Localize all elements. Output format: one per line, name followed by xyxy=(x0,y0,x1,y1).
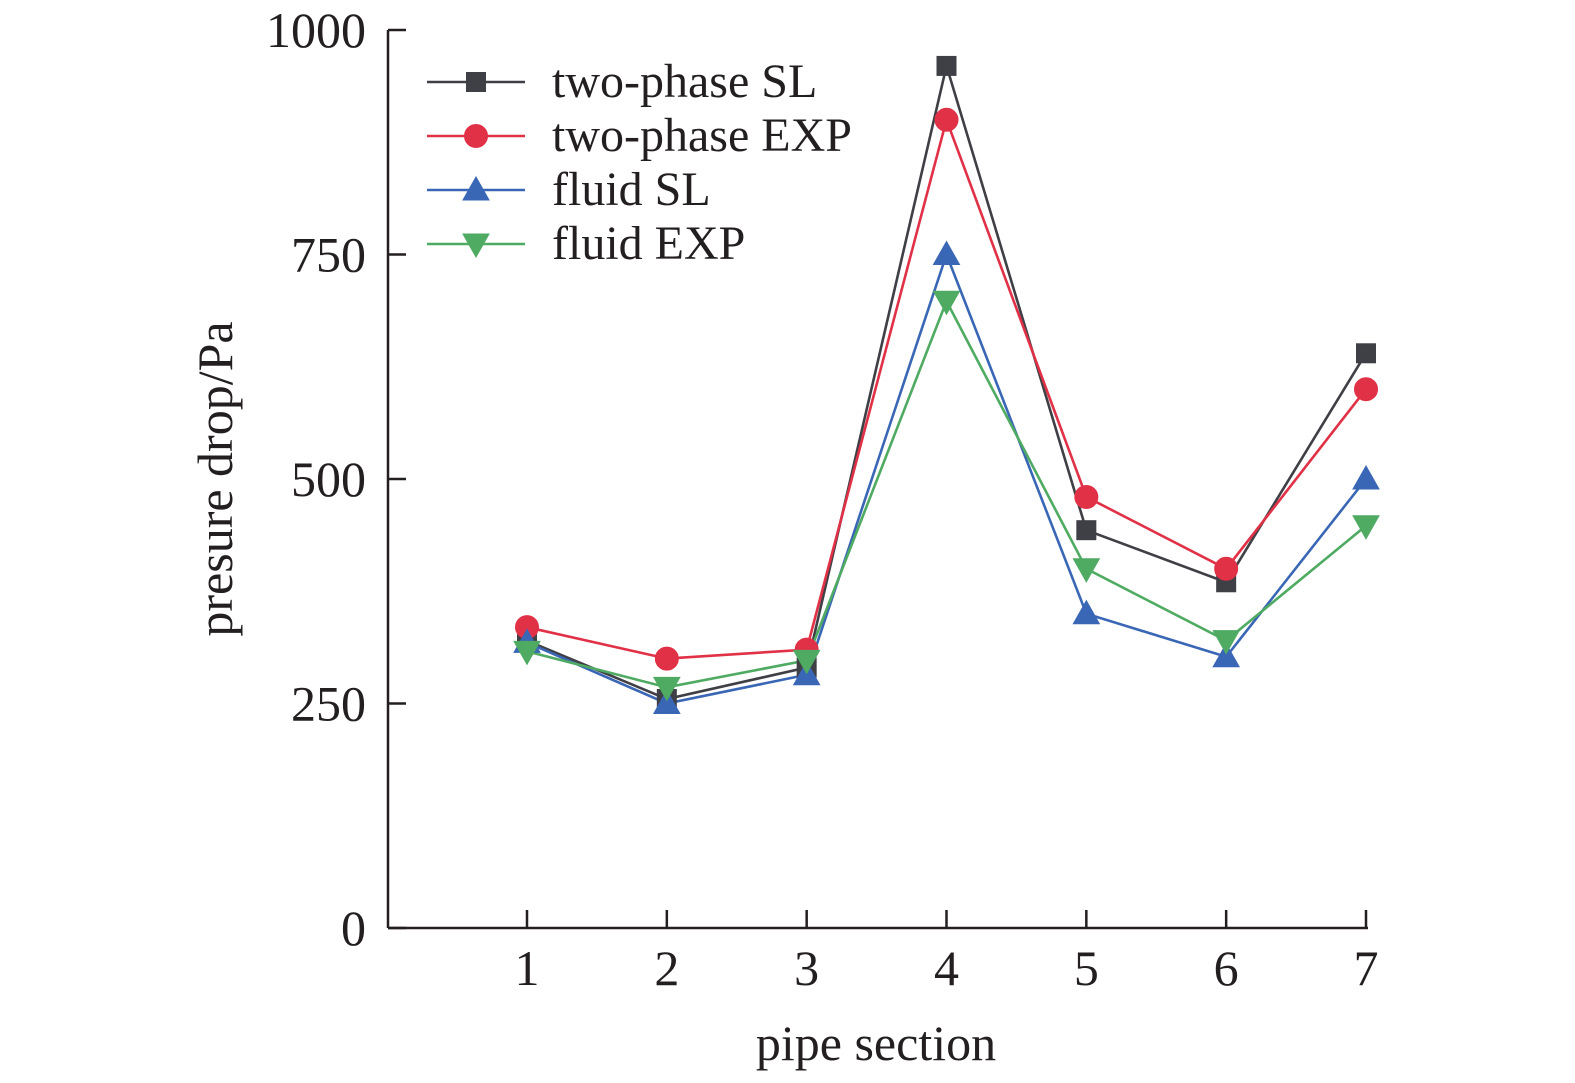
legend-marker xyxy=(462,233,490,259)
series-line-3 xyxy=(526,298,1367,689)
data-point xyxy=(513,640,541,666)
data-point xyxy=(1076,520,1097,541)
data-point xyxy=(792,649,821,675)
legend-marker xyxy=(464,124,488,148)
data-point xyxy=(1356,343,1376,364)
data-point xyxy=(652,689,681,714)
data-point xyxy=(652,676,681,702)
x-tick-label: 6 xyxy=(1214,940,1239,996)
y-tick-label: 500 xyxy=(291,451,366,507)
legend-marker xyxy=(466,72,486,92)
data-point xyxy=(1074,484,1099,509)
x-ticks: 1 2 3 4 5 6 7 xyxy=(515,910,1379,996)
x-tick-label: 3 xyxy=(794,940,819,996)
series-line-2 xyxy=(526,250,1368,705)
legend-label: two-phase EXP xyxy=(552,109,852,162)
series-markers xyxy=(513,55,1380,714)
y-tick-label: 0 xyxy=(341,900,366,956)
data-point xyxy=(1214,556,1239,581)
legend-label: two-phase SL xyxy=(552,55,817,108)
y-tick-label: 250 xyxy=(291,676,366,732)
data-point xyxy=(1352,515,1380,540)
y-tick-label: 750 xyxy=(291,227,366,283)
data-point xyxy=(932,240,961,265)
x-tick-label: 1 xyxy=(515,940,540,996)
data-point xyxy=(654,646,679,671)
x-tick-label: 7 xyxy=(1354,940,1379,996)
data-point xyxy=(1212,630,1241,655)
x-tick-label: 4 xyxy=(934,940,959,996)
data-point xyxy=(1072,599,1101,625)
data-point xyxy=(936,55,957,76)
y-axis-title: presure drop/Pa xyxy=(187,321,243,636)
data-point xyxy=(1072,558,1101,583)
legend-marker xyxy=(462,175,490,201)
data-point xyxy=(934,107,959,132)
x-tick-label: 5 xyxy=(1074,940,1099,996)
x-tick-label: 2 xyxy=(654,940,679,996)
data-point xyxy=(932,290,961,316)
y-tick-label: 1000 xyxy=(266,2,366,58)
x-axis-title: pipe section xyxy=(756,1015,996,1071)
legend-label: fluid EXP xyxy=(552,217,745,270)
data-point xyxy=(1352,464,1380,490)
data-point xyxy=(1212,642,1241,668)
legend-label: fluid SL xyxy=(552,163,711,216)
y-ticks: 0 250 500 750 1000 xyxy=(266,2,406,956)
data-point xyxy=(1354,377,1378,402)
